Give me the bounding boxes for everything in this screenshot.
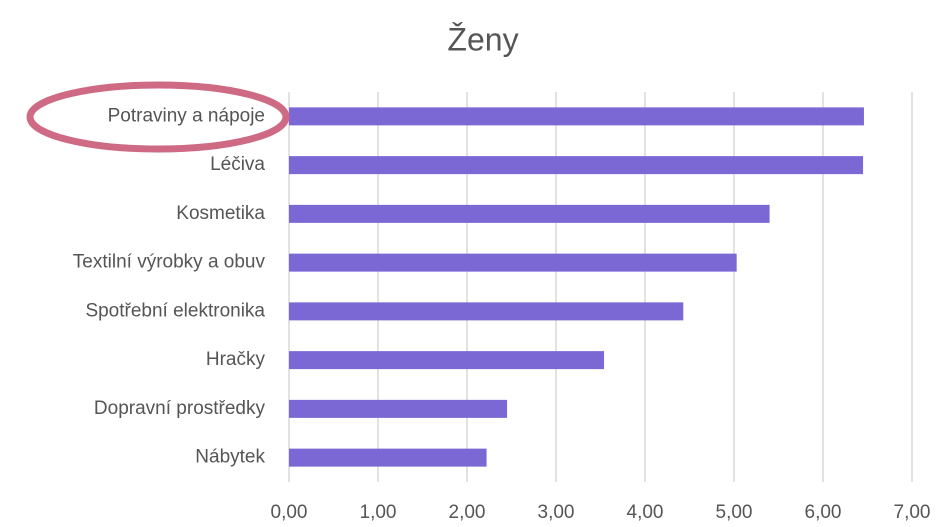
x-tick-label: 4,00	[627, 502, 664, 523]
y-tick-label: Dopravní prostředky	[94, 398, 266, 419]
bar	[289, 204, 770, 223]
y-tick-label: Nábytek	[195, 447, 265, 468]
x-tick-label: 3,00	[538, 502, 575, 523]
y-tick-label: Potraviny a nápoje	[108, 105, 265, 126]
x-tick-label: 6,00	[805, 502, 842, 523]
bar	[289, 302, 684, 321]
x-tick-label: 5,00	[716, 502, 753, 523]
x-tick-label: 2,00	[449, 502, 486, 523]
bar	[289, 351, 605, 370]
x-tick-label: 7,00	[894, 502, 931, 523]
x-tick-label: 1,00	[360, 502, 397, 523]
y-tick-label: Léčiva	[210, 154, 265, 175]
x-tick-label: 0,00	[271, 502, 308, 523]
y-tick-label: Textilní výrobky a obuv	[73, 252, 266, 273]
highlight-ellipse	[26, 81, 290, 153]
y-tick-label: Hračky	[206, 349, 266, 370]
y-tick-label: Spotřební elektronika	[85, 300, 265, 321]
y-tick-label: Kosmetika	[176, 203, 265, 224]
bar	[289, 448, 487, 467]
chart-title: Ženy	[447, 21, 518, 57]
bar	[289, 253, 737, 272]
bar	[289, 107, 864, 126]
bar	[289, 156, 864, 175]
bar	[289, 399, 508, 418]
